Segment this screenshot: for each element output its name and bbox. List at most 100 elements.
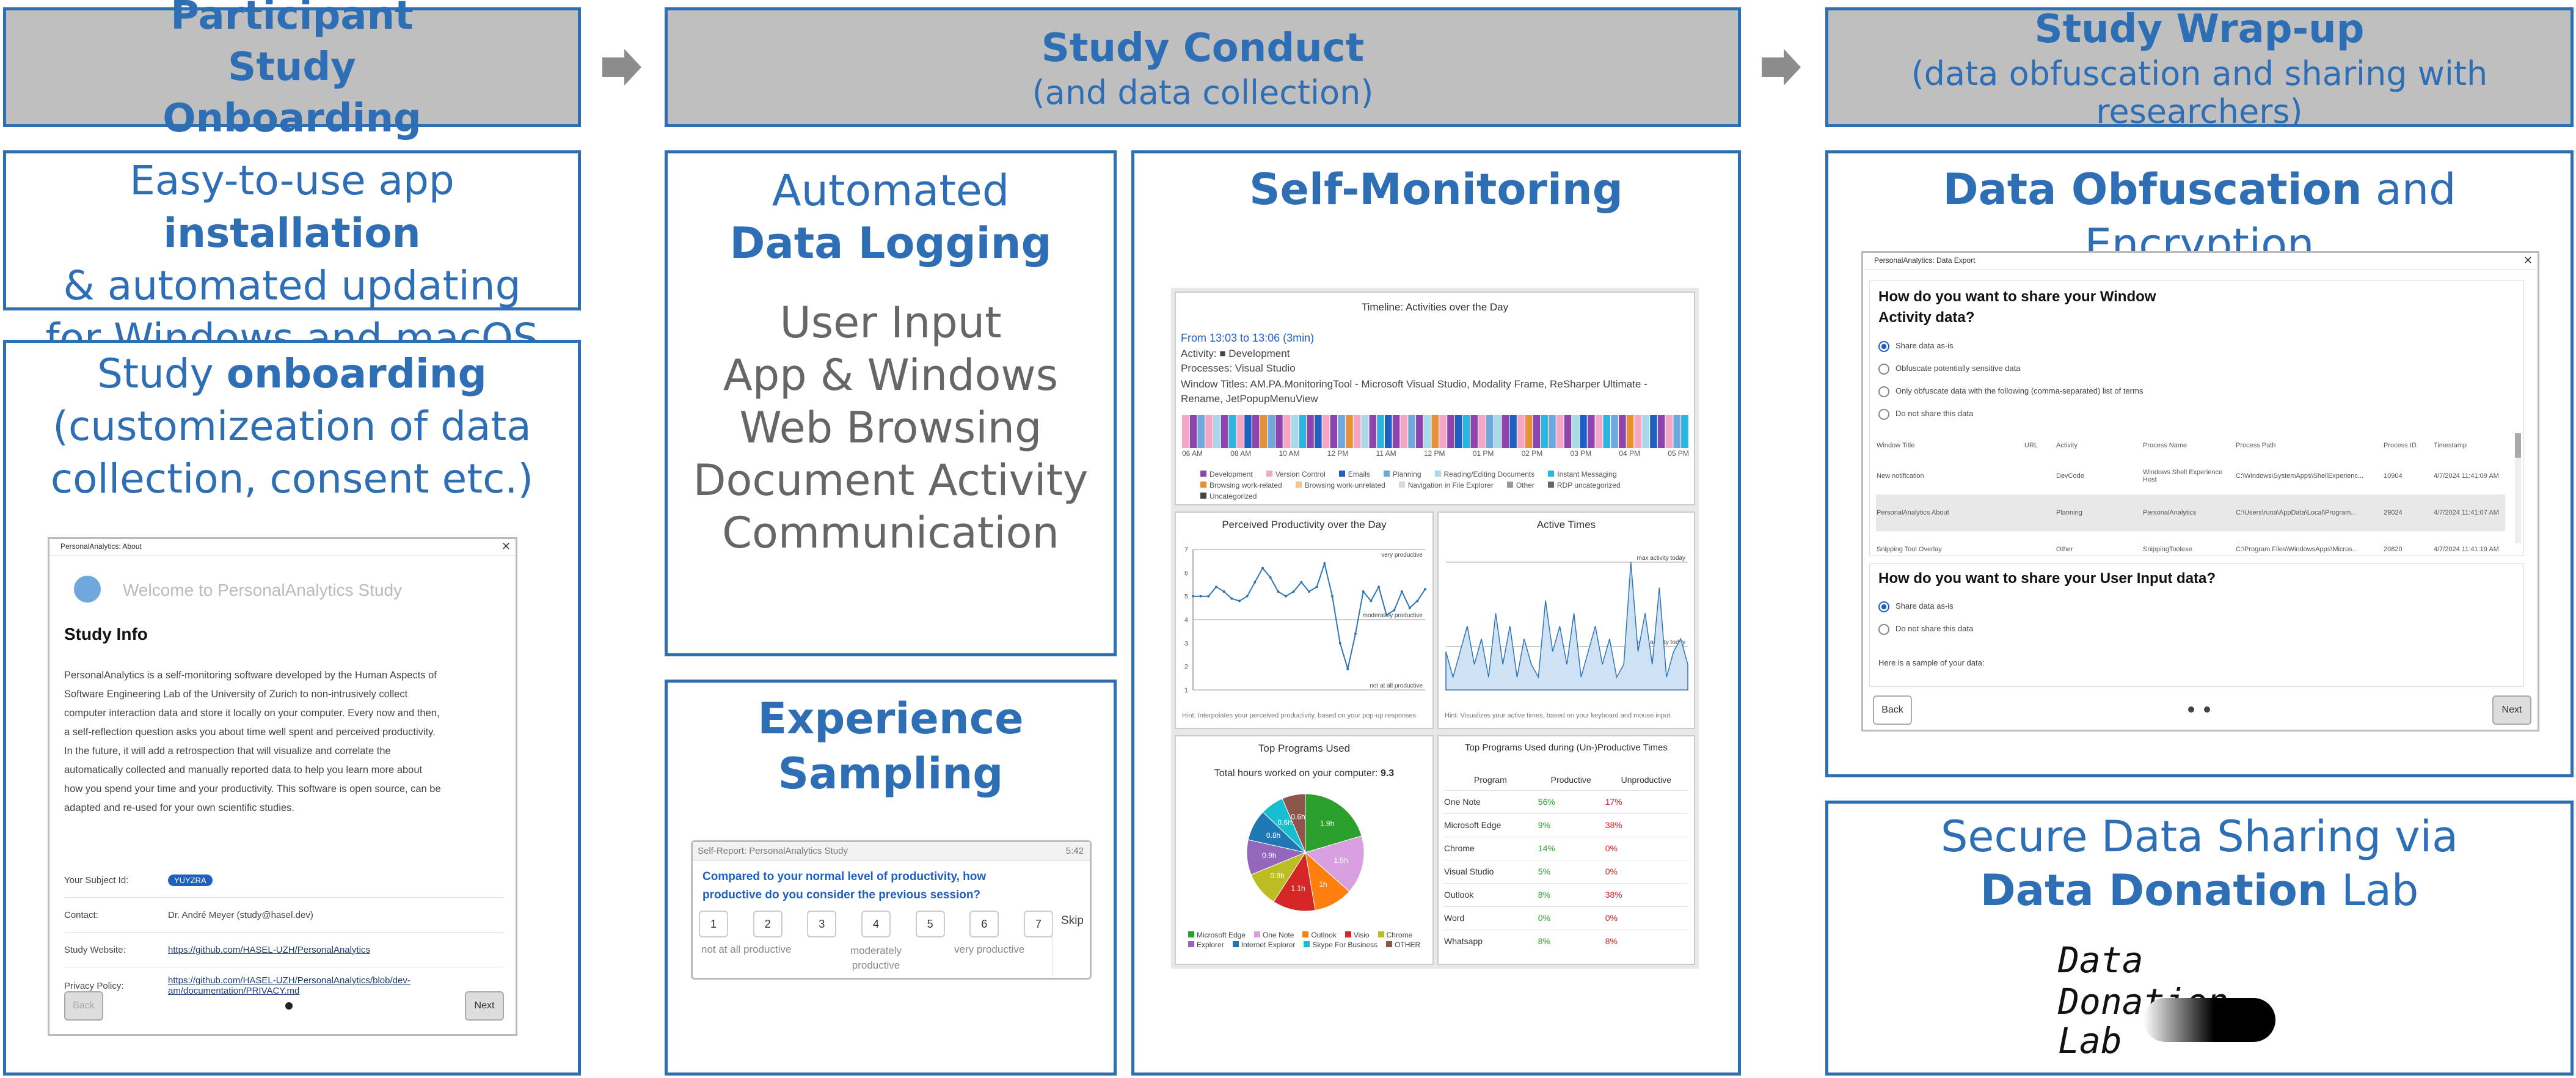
data-point [1370,600,1373,603]
timeline-segment [1439,415,1447,448]
back-button[interactable]: Back [64,991,103,1021]
table-row[interactable]: PersonalAnalytics About Planning PersonalA… [1876,494,2505,531]
table-cell [2024,458,2056,494]
window-activity-table: Window Title URL Activity Process Name P… [1876,433,2505,568]
q1-heading: How do you want to share your Window Act… [1878,288,2156,326]
scrollbar-thumb[interactable] [2515,433,2521,458]
timeline-segment [1416,415,1423,448]
timeline-segment [1681,415,1688,448]
likert-option[interactable]: 4 [861,911,891,937]
table-cell: 0% [1605,867,1618,876]
timeline-segment [1603,415,1610,448]
legend-label: Version Control [1275,470,1326,479]
timeline-segment [1361,415,1369,448]
legend-swatch [1295,482,1302,488]
timeline-tick: 11 AM [1376,449,1396,458]
skip-button[interactable]: Skip [1052,914,1084,975]
radio-icon [1878,623,1889,635]
panel-data-logging: Automated Data Logging User Input App & … [665,150,1117,656]
table-cell: Chrome [1444,843,1475,853]
timeline-segment [1642,415,1649,448]
app-logo-icon [74,576,101,603]
legend-swatch [1200,493,1206,499]
timeline-legend-item: Planning [1383,470,1421,479]
header-wrapup: Study Wrap-up (data obfuscation and shar… [1825,7,2574,131]
sharing-line1: Secure Data Sharing via [1940,812,2459,862]
table-row[interactable]: Snipping Tool Overlay Other SnippingToolex… [1876,531,2505,568]
pie-legend-item: Internet Explorer [1232,941,1295,949]
timeline-segment [1619,415,1626,448]
back-button[interactable]: Back [1873,695,1912,725]
likert-option[interactable]: 7 [1023,911,1053,937]
table-cell: PersonalAnalytics [2143,509,2197,516]
table-row[interactable]: New notification DevCode Windows Shell Exp… [1876,458,2505,494]
table-row: Chrome 14% 0% [1443,837,1688,860]
radio-do-not-share[interactable]: Do not share this data [1878,402,2143,425]
table-cell: PersonalAnalytics About [1877,509,1949,516]
panel-onboarding: Study onboarding (customizeation of data… [3,340,581,1076]
radio-share-input-as-is[interactable]: Share data as-is [1878,595,1973,617]
sharing-text: Secure Data Sharing via Data Donation La… [1828,810,2571,917]
table-header: Timestamp [2434,442,2467,449]
about-welcome: Welcome to PersonalAnalytics Study [123,581,403,600]
radio-obfuscate[interactable]: Obfuscate potentially sensitive data [1878,357,2143,380]
data-point [1331,595,1334,598]
table-header: Program [1474,774,1507,785]
likert-option[interactable]: 5 [915,911,945,937]
programs-pie-chart: 1.9h 1.5h 1h 1.1h 0.9h 0.9h 0.8h 0.6h0.6h [1246,793,1365,912]
timeline-activity: Activity: ■ Development [1181,348,1290,359]
timeline-segment [1533,415,1541,448]
likert-option[interactable]: 1 [699,911,728,937]
panel-obfuscation: Data Obfuscation and Encryption Personal… [1825,150,2574,777]
timeline-legend-item: Reading/Editing Documents [1434,470,1534,479]
timeline-tick: 06 AM [1182,449,1203,458]
pie-slice [1305,793,1362,853]
privacy-policy-link[interactable]: https://github.com/HASEL-UZH/PersonalAna… [168,975,410,996]
data-donation-lab-logo: Data Donation Lab [2058,939,2327,1062]
page-dot [2188,706,2194,713]
close-icon[interactable]: ✕ [501,540,511,552]
data-point [1277,590,1280,593]
next-button[interactable]: Next [2492,695,2531,725]
pie-legend-item: Visio [1345,931,1370,939]
pie-legend: Microsoft Edge One Note Outlook Visio Chrome… [1188,931,1426,949]
y-tick-label: 2 [1184,664,1188,671]
productive-programs-title: Top Programs Used during (Un-)Productive… [1465,743,1668,753]
legend-label: Browsing work-related [1210,481,1282,490]
likert-option[interactable]: 3 [807,911,837,937]
panel-self-monitoring: Self-Monitoring Timeline: Activities ove… [1131,150,1741,1076]
scrollbar[interactable] [2515,433,2521,543]
likert-option[interactable]: 6 [969,911,999,937]
legend-swatch [1383,471,1390,477]
table-cell: Other [2056,546,2073,553]
table-cell: 14% [1538,843,1555,853]
timeline-segment [1353,415,1361,448]
timeline-tick: 01 PM [1472,449,1494,458]
close-icon[interactable]: ✕ [2523,254,2533,266]
radio-do-not-share-input[interactable]: Do not share this data [1878,617,1973,640]
pie-label: 0.9h [1271,871,1285,880]
timeline-segment [1580,415,1587,448]
scale-low-label: not at all productive [701,944,792,955]
radio-obfuscate-terms[interactable]: Only obfuscate data with the following (… [1878,380,2143,402]
timeline-segment [1634,415,1642,448]
table-cell: SnippingToolexe [2143,546,2192,553]
active-times-card: Active Times max activity todayaverage a… [1437,512,1695,729]
timeline-segment [1205,415,1213,448]
export-window: PersonalAnalytics: Data Export ✕ How do … [1861,251,2539,732]
timeline-segment [1423,415,1431,448]
data-point [1261,566,1264,570]
timeline-segment [1665,415,1673,448]
radio-share-as-is[interactable]: Share data as-is [1878,334,2143,357]
legend-label: Navigation in File Explorer [1407,481,1494,490]
timeline-segment [1447,415,1454,448]
obfuscation-title-bold: Data Obfuscation [1943,164,2362,215]
installation-line1-bold: installation [163,210,421,257]
study-website-link[interactable]: https://github.com/HASEL-UZH/PersonalAna… [168,944,370,955]
next-button[interactable]: Next [465,991,504,1021]
legend-label: Explorer [1197,941,1224,949]
productivity-hint: Hint: Interpolates your perceived produc… [1182,712,1418,719]
legend-label: Outlook [1311,931,1337,939]
timeline-segment [1291,415,1299,448]
likert-option[interactable]: 2 [753,911,783,937]
